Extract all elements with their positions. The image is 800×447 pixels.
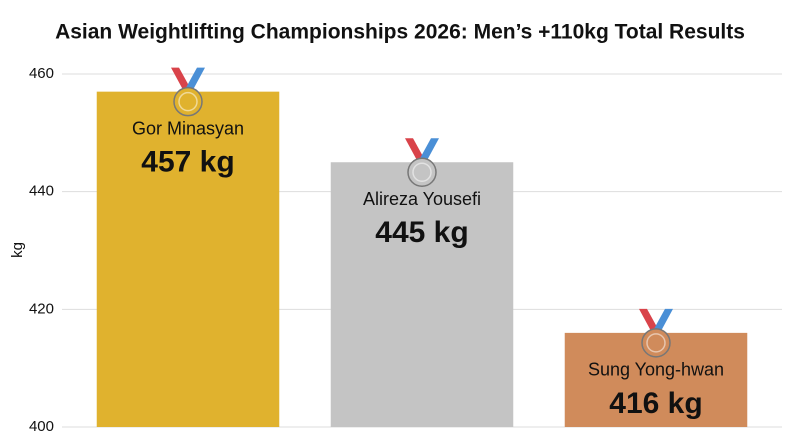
medal-inner (178, 91, 198, 112)
medal-icon (405, 138, 439, 187)
medal-disc (173, 86, 203, 117)
y-tick-label: 400 (29, 418, 54, 435)
medal-inner (646, 333, 666, 353)
bar-category-label: Gor Minasyan (132, 118, 244, 138)
bar-category-label: Sung Yong-hwan (588, 360, 724, 380)
y-tick-label: 440 (29, 183, 54, 200)
medal-ribbon (405, 138, 424, 163)
chart-title: Asian Weightlifting Championships 2026: … (55, 21, 745, 44)
medal-disc (641, 328, 671, 358)
medal-ribbon (171, 67, 190, 92)
y-tick-label: 460 (29, 65, 54, 82)
bar-value-label: 445 kg (375, 216, 468, 249)
y-tick-label: 420 (29, 300, 54, 317)
medal-ribbon (654, 308, 673, 333)
y-axis-label: kg (9, 242, 26, 258)
bar-value-label: 416 kg (609, 387, 702, 420)
medal-ribbon (186, 67, 205, 92)
medal-icon (171, 67, 205, 117)
medal-ribbon (420, 138, 439, 163)
medal-icon (639, 308, 673, 358)
bar (330, 162, 514, 427)
bar-category-label: Alireza Yousefi (363, 189, 481, 209)
medal-ribbon (639, 308, 658, 333)
medal-disc (407, 157, 437, 187)
medal-inner (412, 162, 432, 182)
bar-value-label: 457 kg (141, 146, 234, 179)
bar (96, 91, 280, 428)
